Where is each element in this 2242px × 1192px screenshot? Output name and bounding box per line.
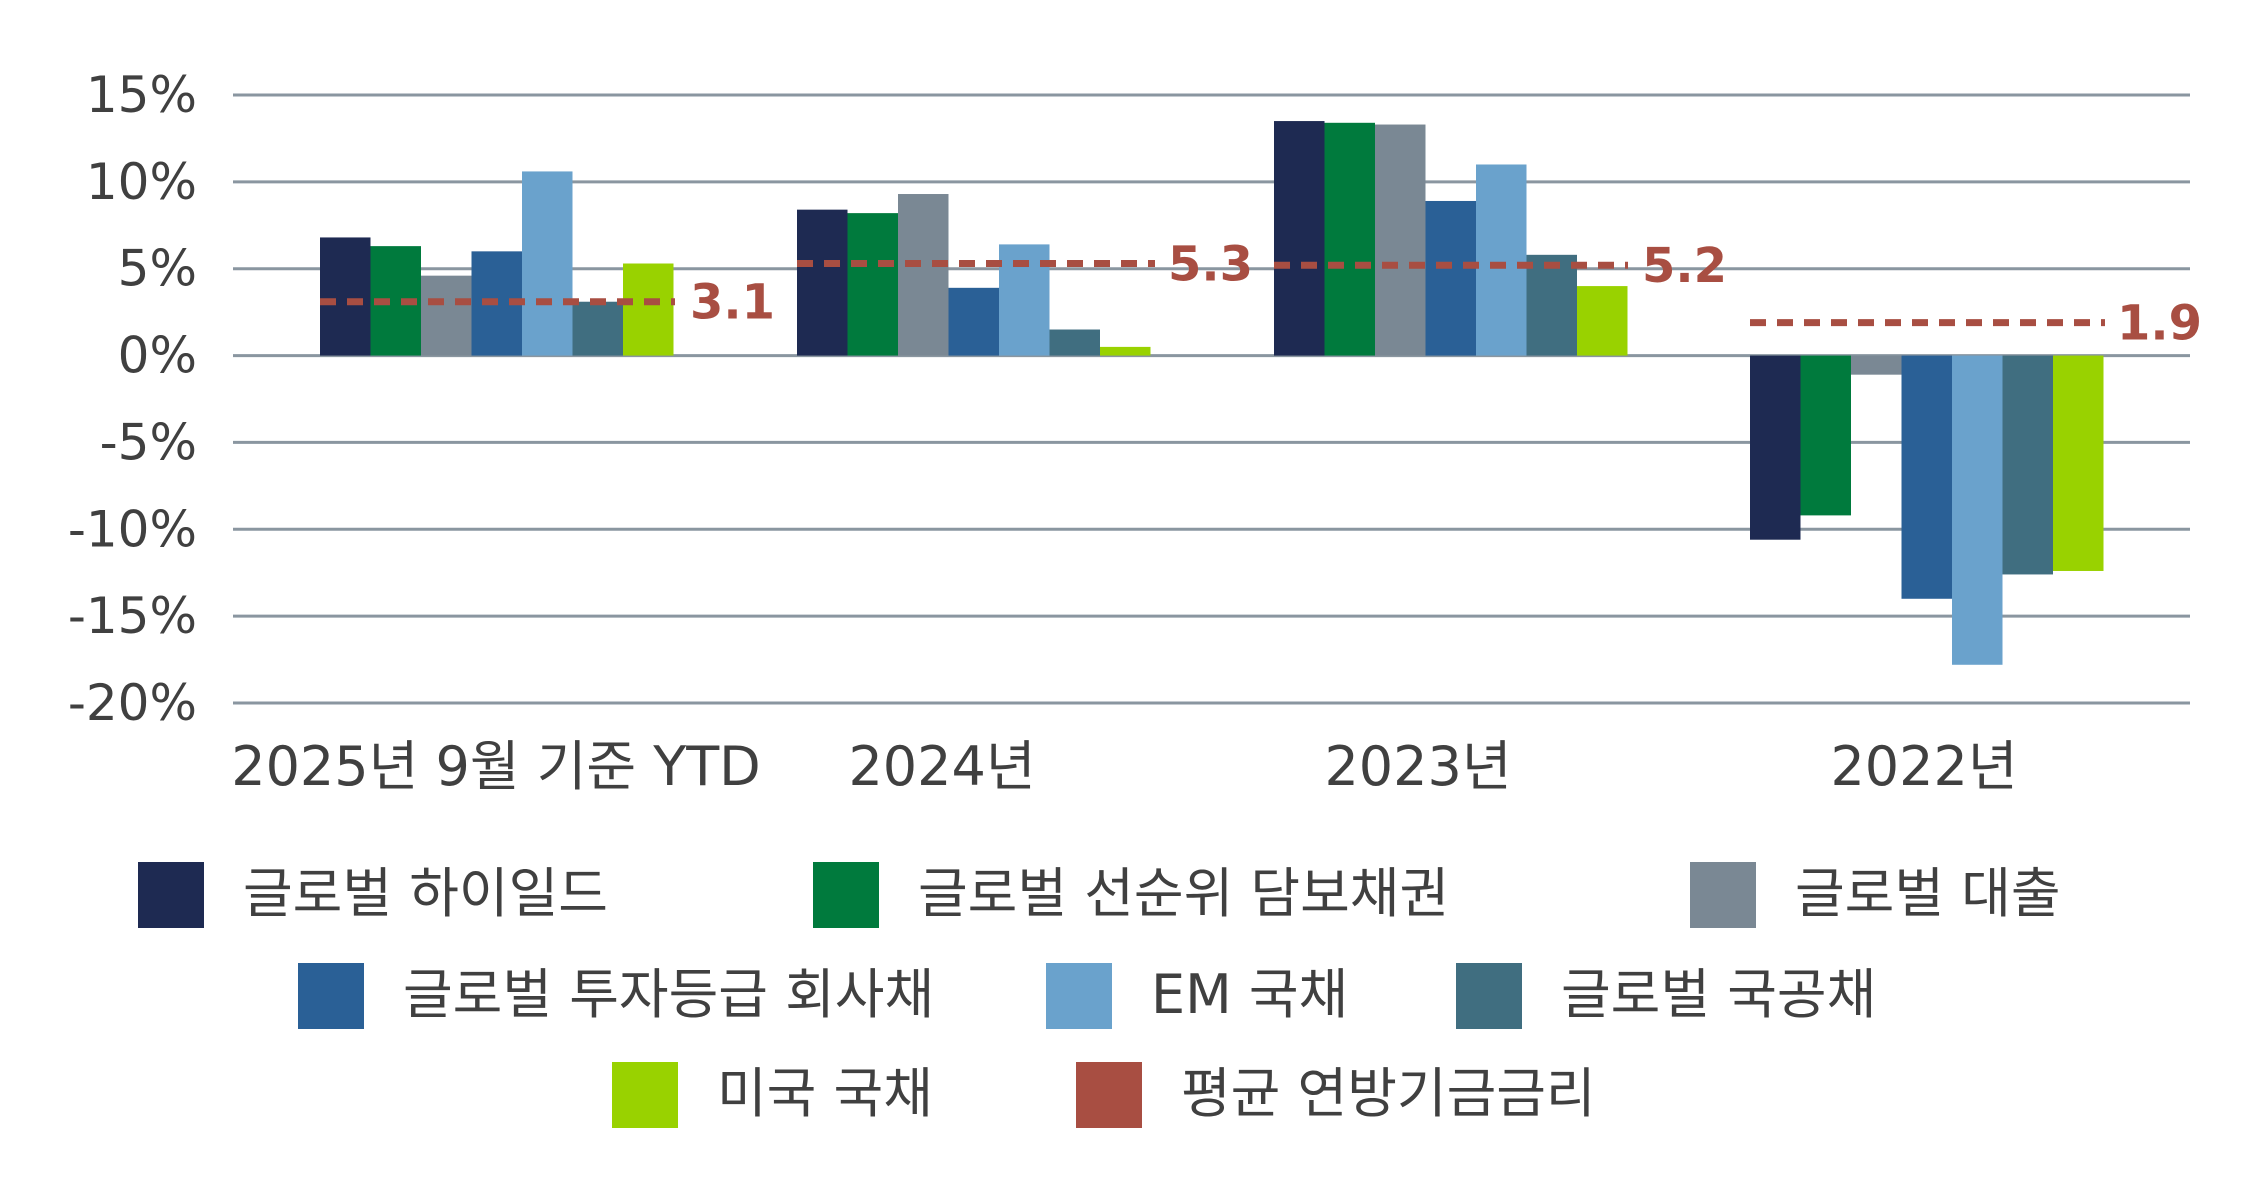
legend-label: 평균 연방기금금리 bbox=[1181, 1062, 1596, 1125]
legend-label: 글로벌 하이일드 bbox=[243, 862, 608, 925]
legend-label: 글로벌 선순위 담보채권 bbox=[918, 862, 1449, 925]
bar bbox=[1476, 164, 1527, 356]
y-axis-ticks: 15% 10% 5% 0% -5% -10% -15% -20% bbox=[68, 66, 197, 732]
legend-label: 글로벌 국공채 bbox=[1561, 963, 1876, 1026]
legend-swatch bbox=[1046, 963, 1112, 1029]
bar bbox=[1577, 286, 1628, 356]
legend-swatch bbox=[813, 862, 879, 928]
rate-data-label: 5.2 bbox=[1642, 238, 1727, 294]
bar bbox=[1800, 355, 1851, 516]
bar bbox=[1049, 329, 1100, 356]
y-tick-label: -20% bbox=[68, 674, 197, 732]
fed-funds-rate-lines: 3.1 5.3 5.2 1.9 bbox=[320, 237, 2202, 352]
bar bbox=[2002, 355, 2053, 575]
bar bbox=[1750, 355, 1801, 540]
rate-data-label: 5.3 bbox=[1168, 237, 1253, 293]
y-tick-label: 0% bbox=[118, 327, 197, 385]
bar bbox=[1274, 121, 1325, 356]
bar bbox=[572, 301, 623, 356]
bars bbox=[320, 121, 2104, 665]
bar bbox=[1901, 355, 1952, 599]
legend-swatch bbox=[1076, 1062, 1142, 1128]
x-category-label: 2024년 bbox=[848, 735, 1035, 798]
bar bbox=[1526, 254, 1577, 356]
y-tick-label: -15% bbox=[68, 587, 197, 645]
x-axis-categories: 2025년 9월 기준 YTD 2024년 2023년 2022년 bbox=[231, 735, 2017, 798]
bar bbox=[1100, 346, 1151, 356]
bar bbox=[1952, 355, 2003, 665]
y-tick-label: -5% bbox=[100, 413, 197, 471]
legend-label: 글로벌 투자등급 회사채 bbox=[403, 963, 934, 1026]
bar bbox=[1375, 124, 1426, 356]
bar bbox=[421, 275, 472, 356]
x-category-label: 2025년 9월 기준 YTD bbox=[231, 735, 761, 798]
x-category-label: 2022년 bbox=[1830, 735, 2017, 798]
rate-data-label: 1.9 bbox=[2117, 296, 2202, 352]
legend-label: EM 국채 bbox=[1151, 963, 1348, 1026]
bar bbox=[522, 171, 573, 356]
legend-swatch bbox=[1456, 963, 1522, 1029]
y-tick-label: 5% bbox=[118, 240, 197, 298]
bar bbox=[797, 209, 848, 356]
legend-swatch bbox=[612, 1062, 678, 1128]
bar bbox=[623, 263, 674, 356]
x-category-label: 2023년 bbox=[1324, 735, 1511, 798]
bar bbox=[1324, 122, 1375, 356]
bar bbox=[320, 237, 371, 356]
bar bbox=[948, 287, 999, 356]
legend-swatch bbox=[298, 963, 364, 1029]
legend-label: 미국 국채 bbox=[717, 1062, 933, 1125]
legend-label: 글로벌 대출 bbox=[1795, 862, 2061, 925]
y-tick-label: 10% bbox=[86, 153, 197, 211]
y-tick-label: 15% bbox=[86, 66, 197, 124]
bar bbox=[898, 194, 949, 356]
legend-swatch bbox=[1690, 862, 1756, 928]
bar bbox=[847, 213, 898, 356]
bar bbox=[1425, 200, 1476, 356]
bar bbox=[2053, 355, 2104, 571]
legend-swatch bbox=[138, 862, 204, 928]
y-tick-label: -10% bbox=[68, 500, 197, 558]
bar bbox=[1851, 355, 1902, 375]
rate-data-label: 3.1 bbox=[690, 275, 775, 331]
